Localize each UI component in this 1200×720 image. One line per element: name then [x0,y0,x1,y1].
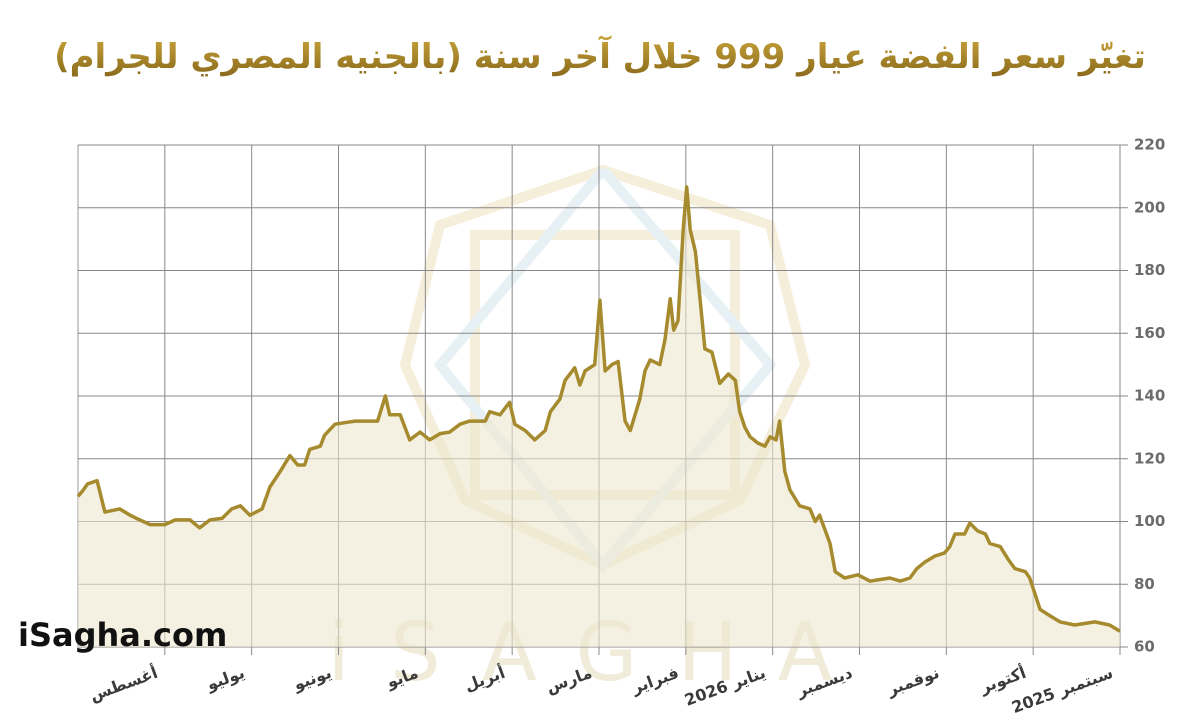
y-tick-label: 220 [1134,136,1165,154]
y-tick-label: 140 [1134,387,1165,405]
x-tick-label: أغسطس [87,662,160,705]
line [76,185,1121,633]
x-tick-label: أكتوبر [976,662,1028,697]
area [78,187,1120,647]
y-tick-label: 60 [1134,638,1155,656]
y-tick-label: 200 [1134,198,1165,216]
y-tick-label: 120 [1134,449,1165,467]
chart-title: تغيّر سعر الفضة عيار 999 خلال آخر سنة (ب… [54,35,1146,77]
brand: iSagha.com [18,616,227,654]
y-tick-label: 80 [1134,575,1155,593]
y-tick-label: 180 [1134,261,1165,279]
y-tick-label: 100 [1134,512,1165,530]
y-tick-label: 160 [1134,324,1165,342]
x-tick-label: يوليو [203,663,247,694]
x-tick-label: سبتمبر 2025 [1009,663,1115,717]
x-tick-label: نوفمبر [884,663,942,700]
